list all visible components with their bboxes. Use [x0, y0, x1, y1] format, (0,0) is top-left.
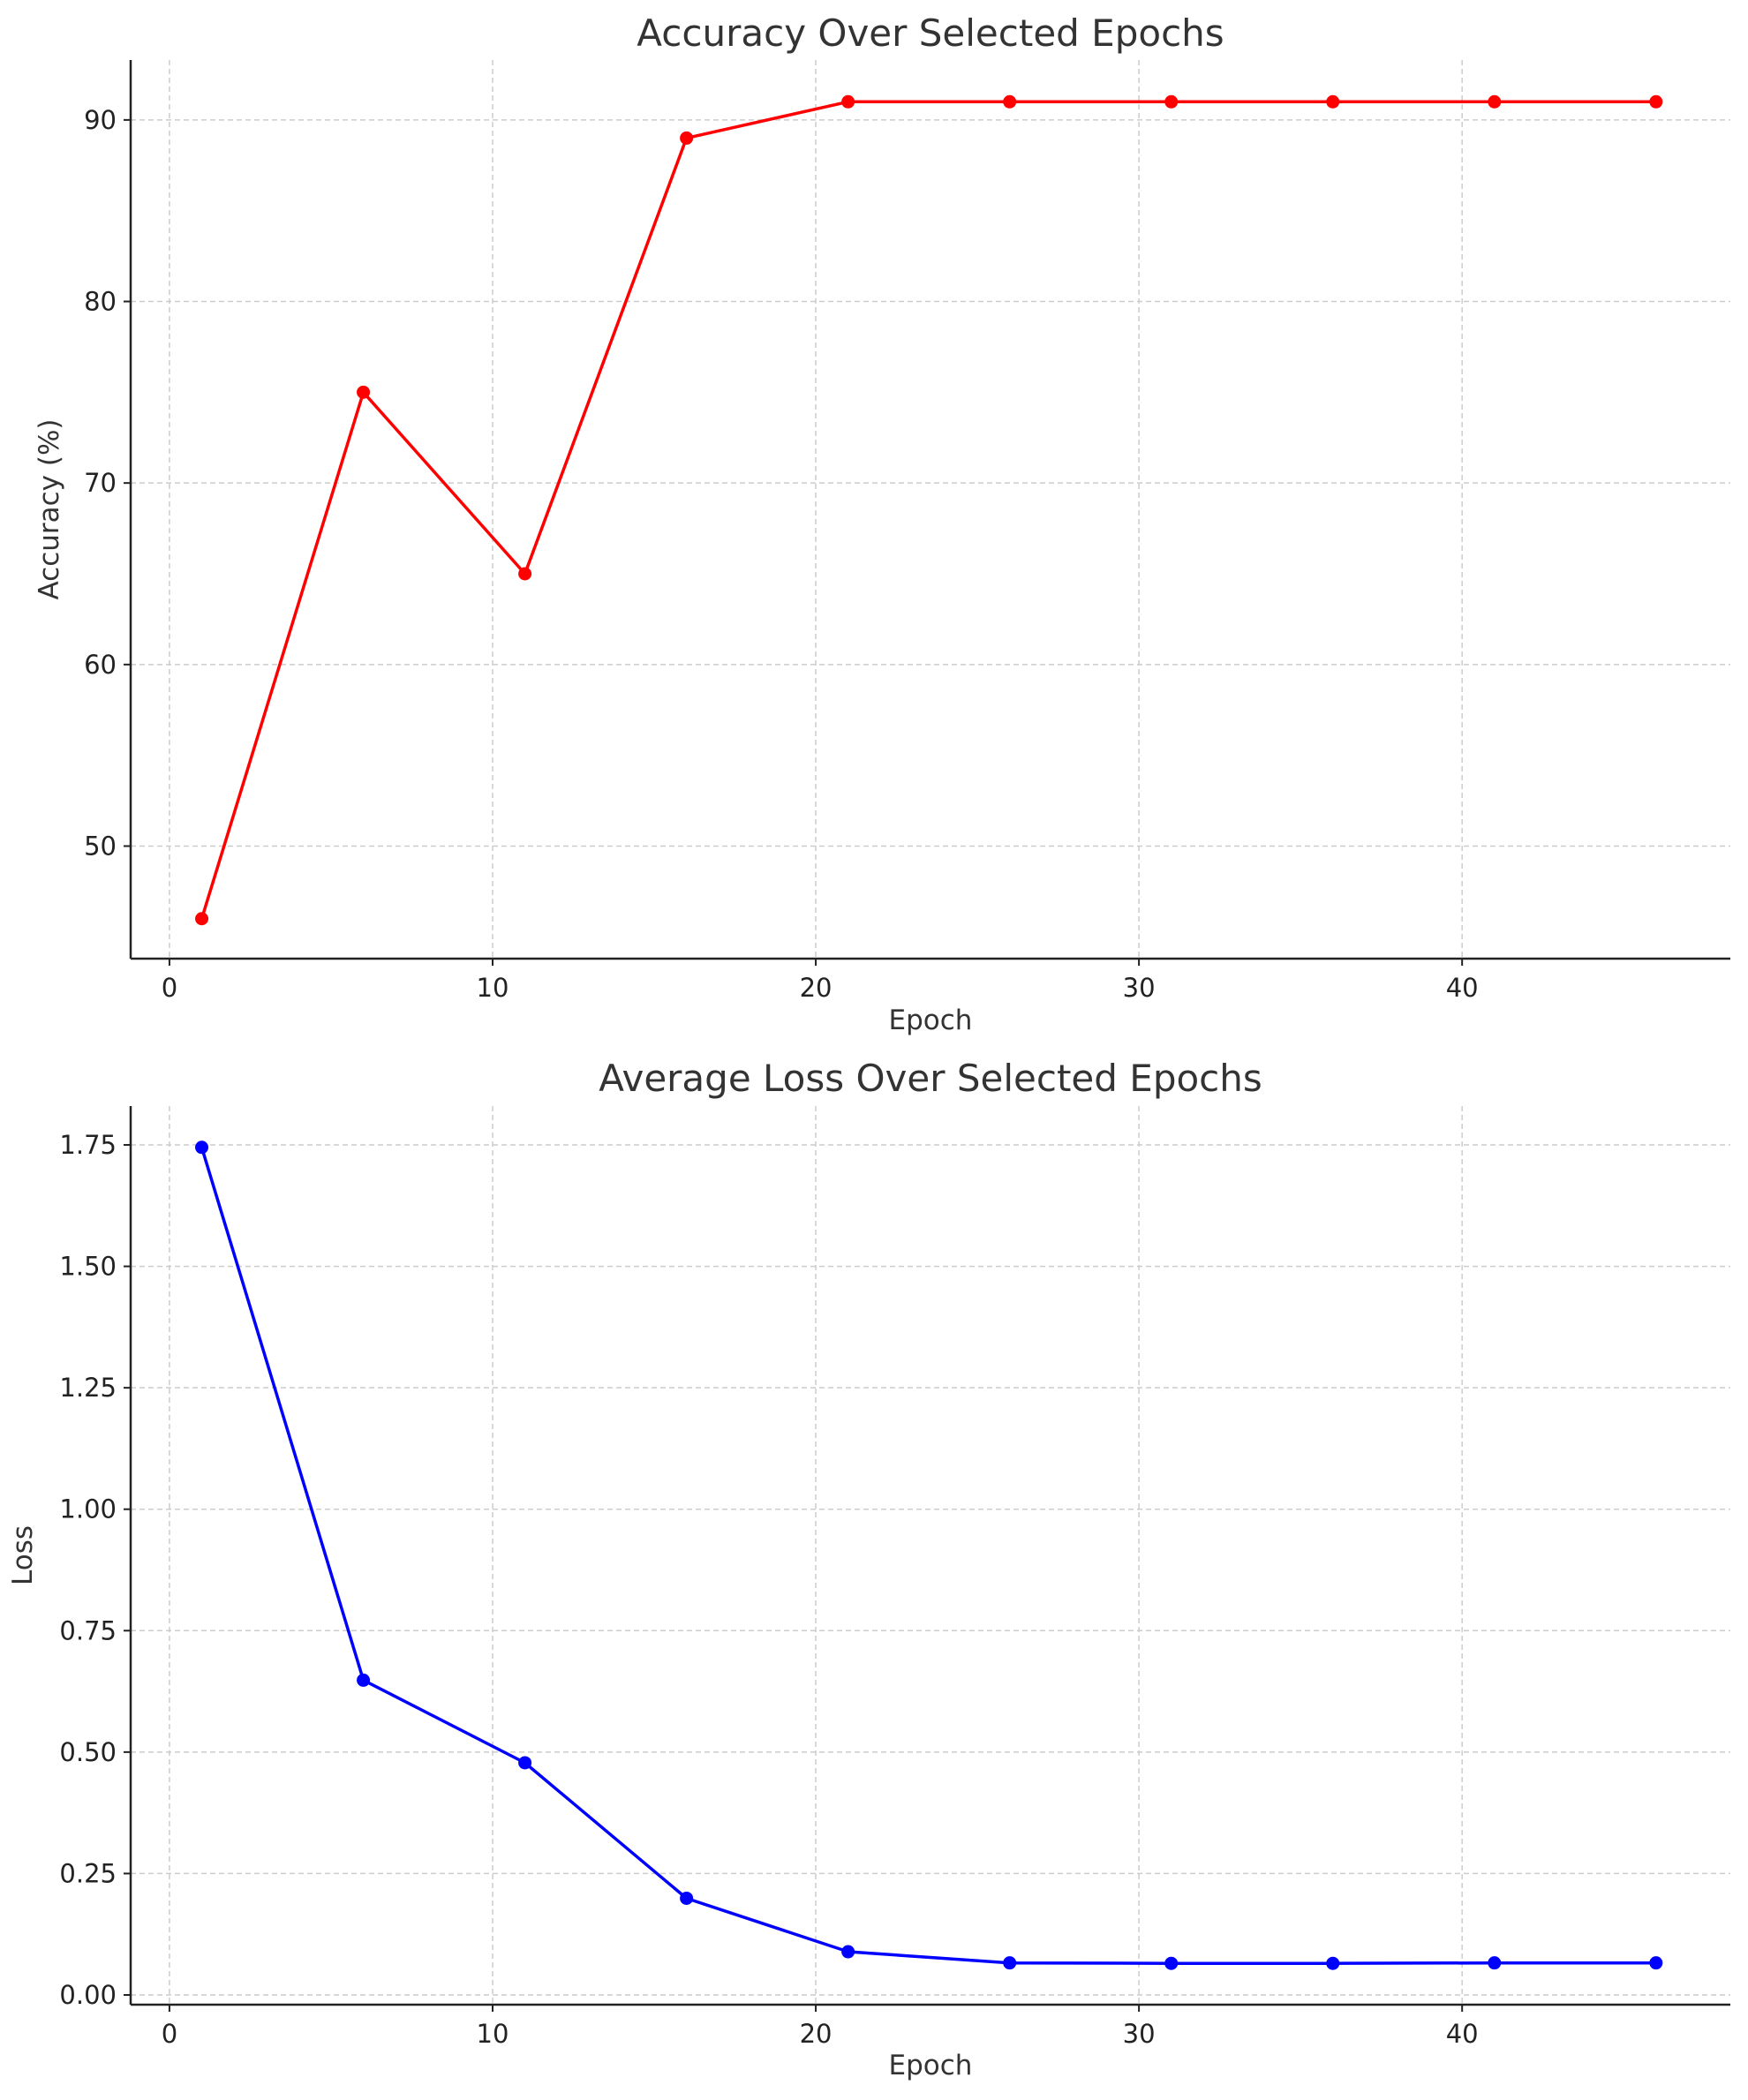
y-tick-label: 1.00: [59, 1494, 117, 1524]
data-point: [357, 385, 371, 399]
y-tick-label: 80: [84, 287, 117, 317]
data-point: [1488, 94, 1502, 109]
data-point: [841, 1945, 855, 1959]
x-tick-label: 20: [800, 973, 833, 1003]
series-line: [200, 1147, 1656, 1965]
y-axis-label: Loss: [7, 1525, 39, 1585]
data-point: [1326, 94, 1340, 109]
y-axis-label: Accuracy (%): [34, 418, 65, 599]
chart-2: 0 10 20 30 40 0.00 0.25 0.50 0.75 1.00 1.25 1.50 1.7…: [7, 1057, 1730, 2081]
data-point: [518, 567, 532, 581]
x-tick-label: 20: [800, 2019, 833, 2049]
data-point: [195, 912, 209, 926]
y-tick-label: 1.50: [59, 1252, 117, 1282]
x-axis-label: Epoch: [889, 1005, 973, 1036]
data-point: [1649, 94, 1663, 109]
y-tick-label: 50: [84, 831, 117, 861]
y-tick-label: 0.50: [59, 1737, 117, 1767]
x-tick-label: 30: [1123, 2019, 1156, 2049]
data-point: [1003, 94, 1017, 109]
x-tick-label: 0: [162, 973, 177, 1003]
chart-1: 0 10 20 30 40 50 60 70 80 90 Accuracy Over Selecte…: [34, 11, 1730, 1036]
x-axis-label: Epoch: [889, 2050, 973, 2081]
y-tick-label: 0.00: [59, 1980, 117, 2010]
data-point: [357, 1673, 371, 1687]
data-point: [1003, 1956, 1017, 1970]
y-tick-label: 0.75: [59, 1615, 117, 1645]
data-point: [518, 1756, 532, 1770]
y-tick-label: 70: [84, 468, 117, 498]
series-line: [200, 100, 1656, 920]
y-tick-label: 90: [84, 105, 117, 135]
data-point: [1164, 1956, 1179, 1970]
x-tick-label: 30: [1123, 973, 1156, 1003]
data-point: [1326, 1956, 1340, 1970]
x-tick-label: 40: [1446, 2019, 1479, 2049]
data-point: [1649, 1956, 1663, 1970]
chart-title: Accuracy Over Selected Epochs: [637, 11, 1224, 55]
x-tick-label: 40: [1446, 973, 1479, 1003]
data-point: [1488, 1956, 1502, 1970]
data-point: [680, 131, 694, 145]
data-point: [841, 94, 855, 109]
y-tick-label: 0.25: [59, 1858, 117, 1888]
data-point: [680, 1891, 694, 1905]
x-tick-label: 0: [162, 2019, 177, 2049]
data-point: [1164, 94, 1179, 109]
x-tick-label: 10: [477, 973, 509, 1003]
y-tick-label: 60: [84, 650, 117, 680]
x-tick-label: 10: [477, 2019, 509, 2049]
y-tick-label: 1.75: [59, 1130, 117, 1160]
chart-title: Average Loss Over Selected Epochs: [599, 1057, 1262, 1100]
y-tick-label: 1.25: [59, 1373, 117, 1403]
data-point: [195, 1140, 209, 1155]
